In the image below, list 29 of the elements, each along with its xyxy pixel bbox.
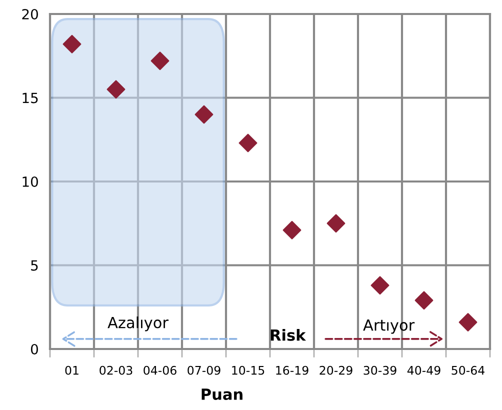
y-tick-label: 20 bbox=[22, 8, 38, 20]
x-tick-label: 02-03 bbox=[100, 366, 132, 375]
annotation: Artıyor bbox=[363, 319, 415, 334]
x-tick-label: 16-19 bbox=[276, 366, 308, 375]
point bbox=[106, 80, 126, 99]
annotation: Risk bbox=[270, 329, 306, 341]
x-tick-label: 04-06 bbox=[144, 366, 176, 375]
point bbox=[458, 313, 478, 332]
point bbox=[370, 276, 390, 295]
annotation: Azalıyor bbox=[108, 316, 168, 332]
x-tick-label: 40-49 bbox=[407, 366, 440, 375]
x-tick-label: 30-39 bbox=[364, 366, 396, 375]
y-tick-label: 10 bbox=[22, 176, 38, 187]
x-tick-label: 10-15 bbox=[232, 366, 264, 375]
point bbox=[326, 214, 346, 233]
point bbox=[238, 134, 258, 152]
y-tick-label: 5 bbox=[31, 260, 38, 271]
y-tick-label: 0 bbox=[30, 344, 38, 354]
x-tick-label: 50-64 bbox=[452, 366, 484, 375]
point bbox=[414, 291, 434, 310]
point bbox=[194, 105, 214, 124]
y-tick-label: 15 bbox=[22, 92, 38, 104]
x-tick-label: 20-29 bbox=[320, 366, 352, 375]
x-axis-title: Puan bbox=[202, 388, 242, 400]
point bbox=[150, 52, 170, 70]
point bbox=[62, 34, 82, 54]
x-tick-label: 07-09 bbox=[188, 366, 220, 375]
point bbox=[282, 220, 302, 240]
x-tick-label: 01 bbox=[65, 366, 78, 375]
